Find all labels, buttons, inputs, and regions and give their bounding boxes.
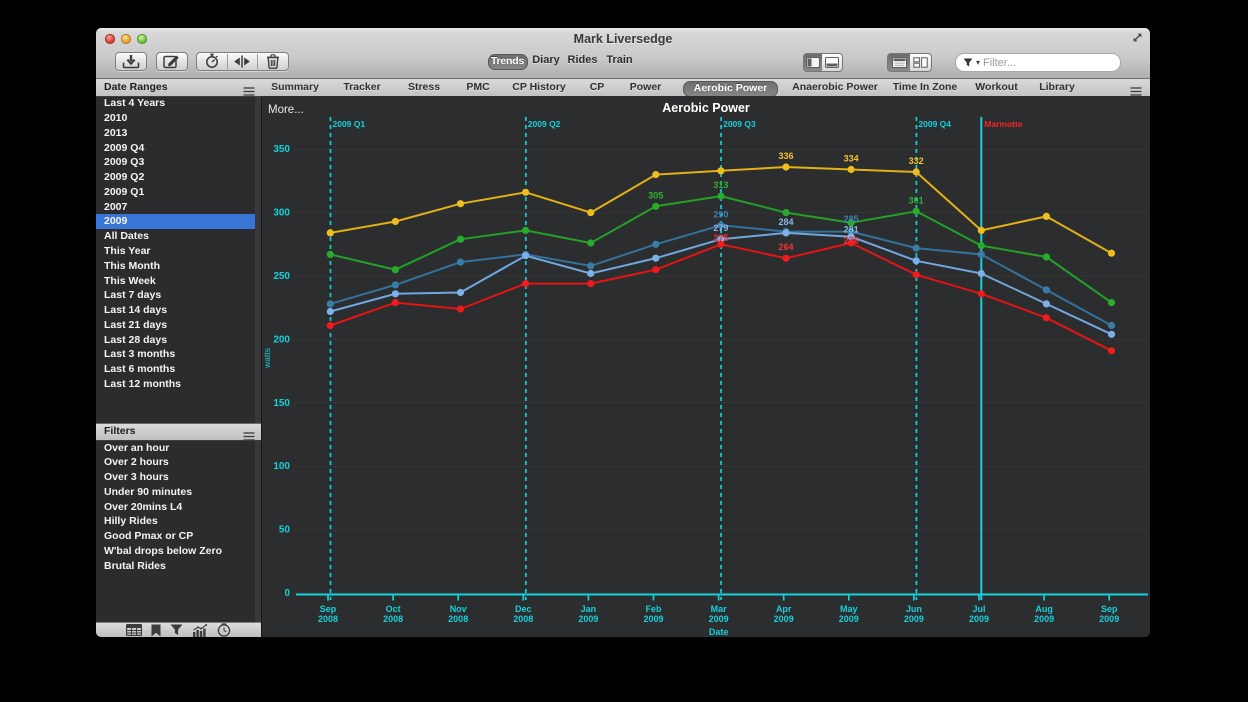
svg-text:2009 Q1: 2009 Q1: [333, 119, 366, 129]
svg-text:275: 275: [713, 233, 728, 243]
svg-text:Marmotte: Marmotte: [984, 119, 1023, 129]
svg-text:313: 313: [713, 180, 728, 190]
svg-text:Date: Date: [709, 627, 729, 637]
svg-text:100: 100: [273, 461, 290, 472]
svg-text:Aerobic Power: Aerobic Power: [662, 101, 750, 115]
svg-text:350: 350: [273, 144, 290, 155]
svg-text:watts: watts: [262, 348, 272, 369]
svg-text:305: 305: [648, 190, 663, 200]
svg-text:279: 279: [713, 223, 728, 233]
svg-text:300: 300: [273, 208, 290, 219]
svg-text:200: 200: [273, 334, 290, 345]
svg-text:301: 301: [909, 195, 924, 205]
svg-text:276: 276: [844, 236, 859, 246]
svg-text:2009 Q2: 2009 Q2: [528, 119, 561, 129]
svg-text:0: 0: [284, 588, 290, 599]
svg-text:2009 Q3: 2009 Q3: [723, 119, 756, 129]
svg-text:336: 336: [778, 151, 793, 161]
svg-text:2009 Q4: 2009 Q4: [918, 119, 951, 129]
svg-text:332: 332: [909, 156, 924, 166]
svg-text:290: 290: [713, 209, 728, 219]
svg-text:284: 284: [778, 217, 793, 227]
svg-text:250: 250: [273, 271, 290, 282]
svg-text:281: 281: [844, 225, 859, 235]
svg-text:150: 150: [273, 398, 290, 409]
svg-text:285: 285: [844, 214, 859, 224]
svg-text:334: 334: [844, 154, 859, 164]
svg-text:264: 264: [778, 242, 793, 252]
svg-text:More...: More...: [268, 104, 304, 116]
svg-text:50: 50: [279, 525, 291, 536]
